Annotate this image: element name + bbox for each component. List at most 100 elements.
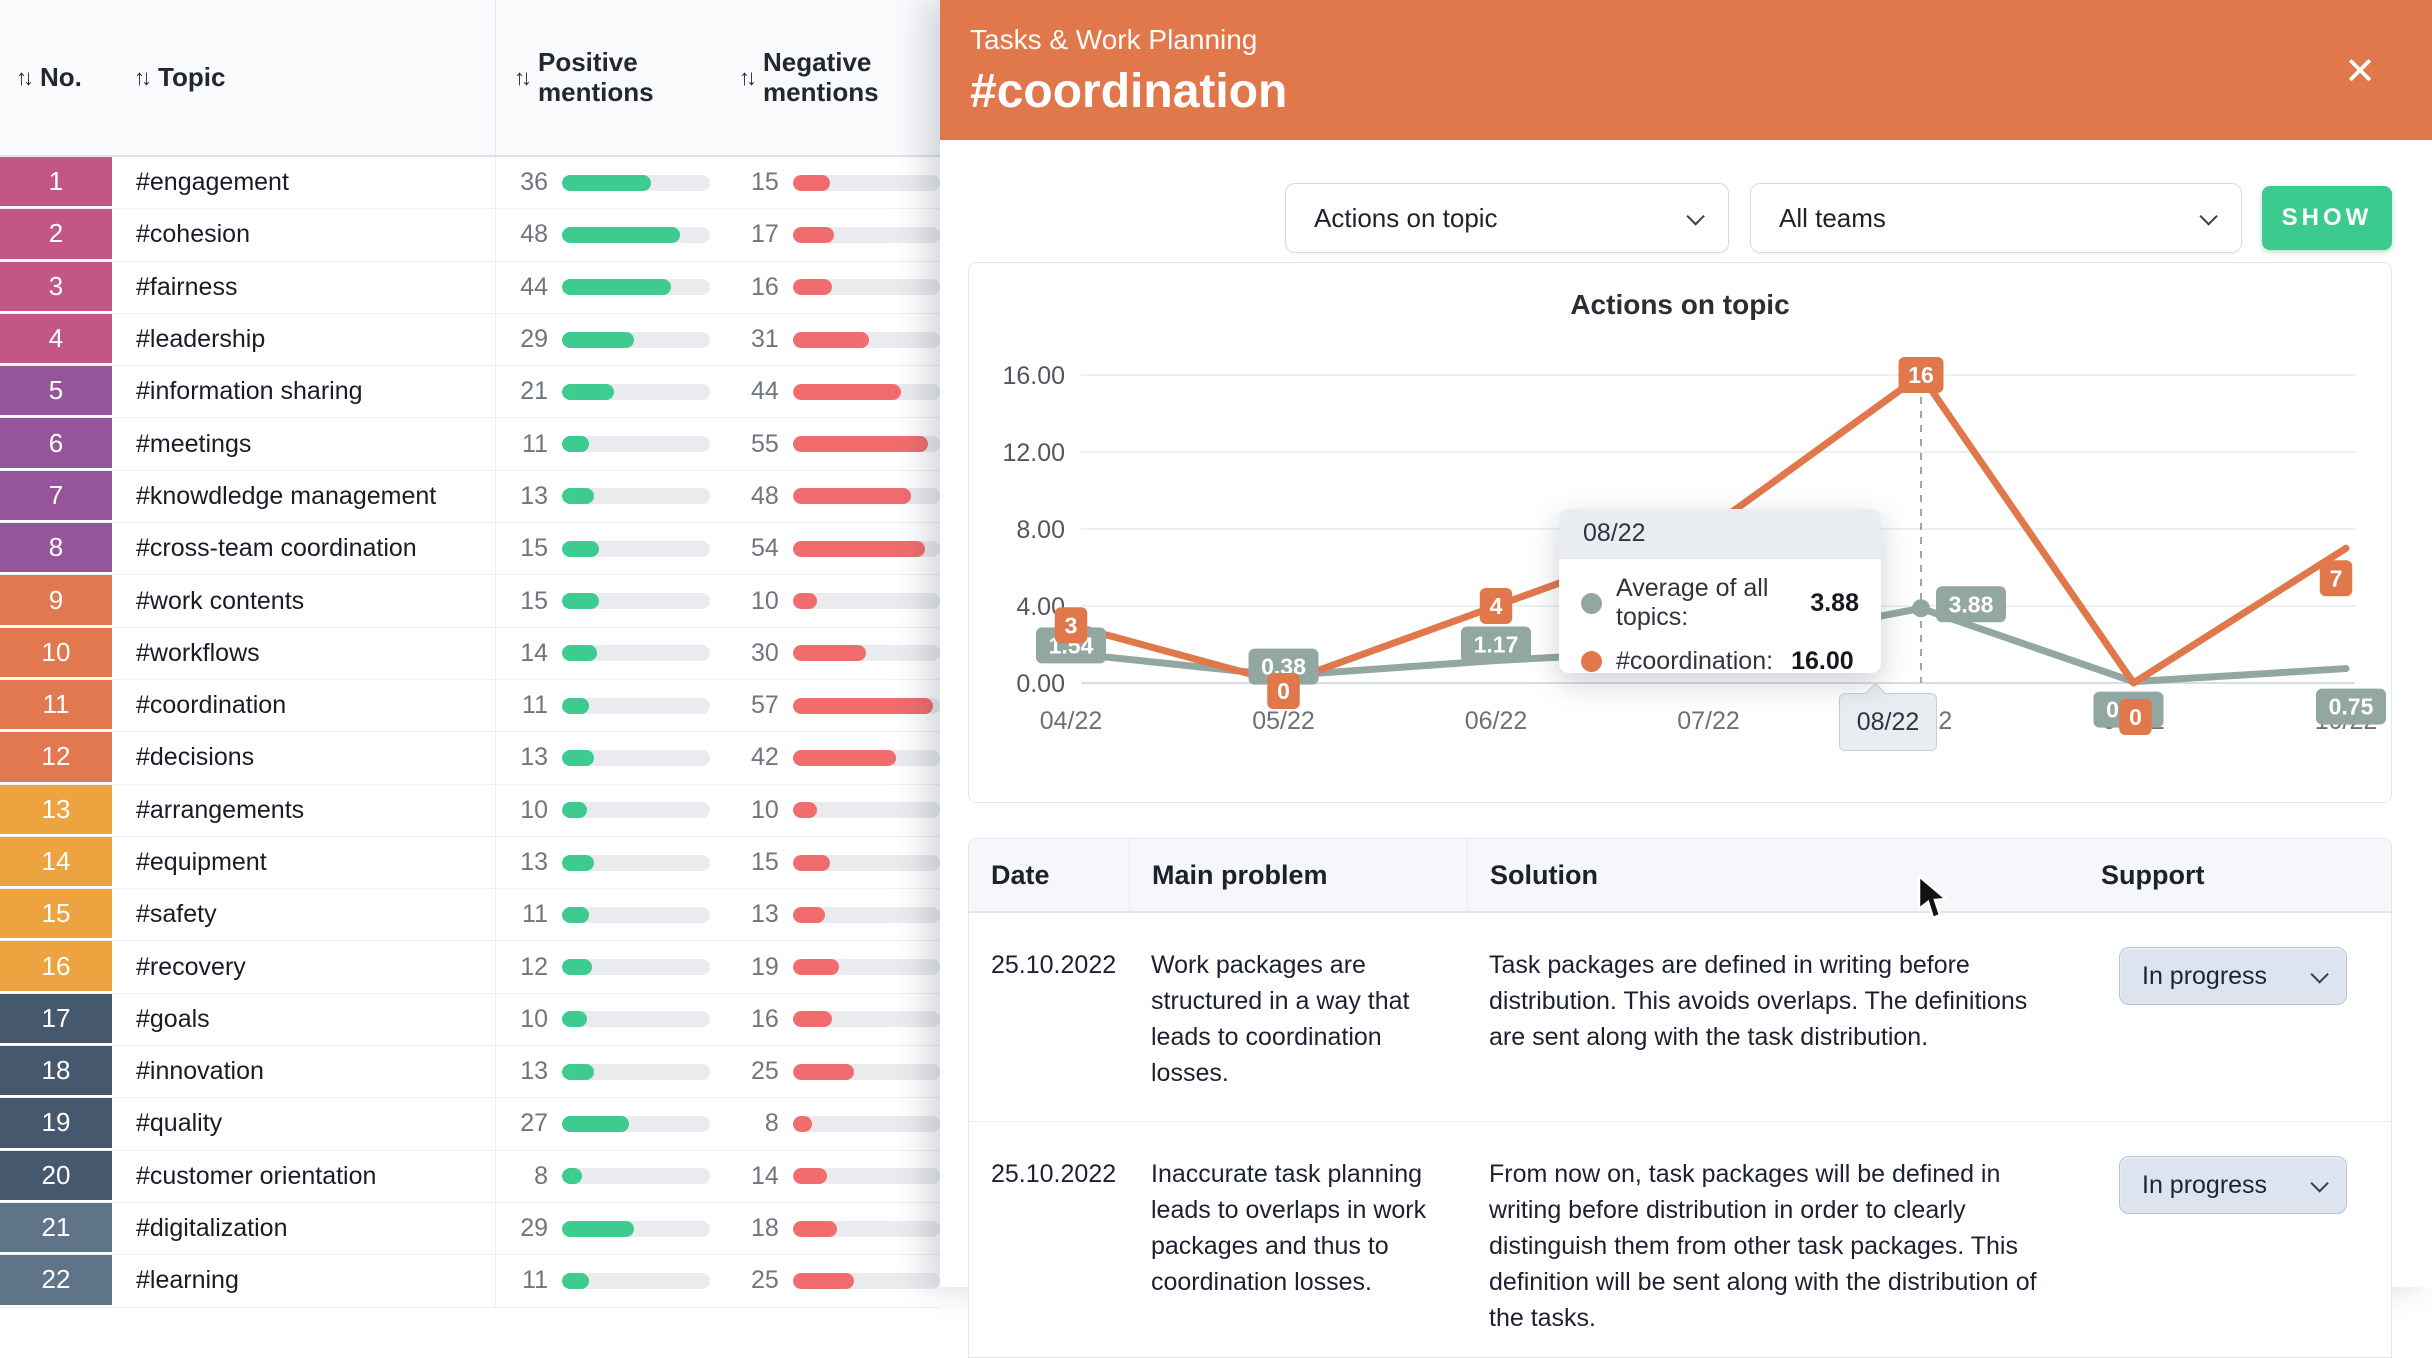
negative-count: 57 <box>750 691 779 720</box>
positive-count: 11 <box>522 1266 548 1295</box>
positive-bar <box>562 1220 710 1237</box>
svg-text:16: 16 <box>1908 362 1934 388</box>
main-problem-text: Work packages are structured in a way th… <box>1151 951 1410 1087</box>
negative-mentions-cell: 54 <box>727 523 940 574</box>
column-header-negative[interactable]: ↑↓ Negative mentions <box>727 0 940 155</box>
positive-bar <box>562 174 710 191</box>
topic-row[interactable]: 18 #innovation 13 25 <box>0 1046 940 1099</box>
support-cell: In progress <box>2079 947 2391 1091</box>
topic-row[interactable]: 9 #work contents 15 10 <box>0 575 940 628</box>
positive-mentions-cell: 44 <box>495 261 727 313</box>
topic-row[interactable]: 1 #engagement 36 15 <box>0 157 940 210</box>
show-button[interactable]: SHOW <box>2262 186 2392 250</box>
topic-row[interactable]: 6 #meetings 11 55 <box>0 418 940 471</box>
topic-name: #arrangements <box>136 795 305 824</box>
negative-bar <box>792 279 940 296</box>
negative-mentions-cell: 14 <box>727 1151 940 1202</box>
topic-name: #innovation <box>136 1057 264 1086</box>
data-label: 0 <box>2119 699 2152 735</box>
column-header-support: Support <box>2101 859 2205 890</box>
sort-icon[interactable]: ↑↓ <box>739 64 757 90</box>
close-icon[interactable]: ✕ <box>2344 51 2376 93</box>
topic-row[interactable]: 19 #quality 27 8 <box>0 1098 940 1151</box>
support-status-dropdown[interactable]: In progress <box>2119 947 2347 1005</box>
negative-bar <box>792 697 940 714</box>
negative-bar <box>792 854 940 871</box>
tooltip-value: 3.88 <box>1810 588 1859 617</box>
negative-bar <box>792 331 940 348</box>
topic-name: #meetings <box>136 429 252 458</box>
negative-mentions-cell: 15 <box>727 837 940 888</box>
topic-name: #workflows <box>136 638 260 667</box>
svg-text:0: 0 <box>2129 704 2142 730</box>
topic-row[interactable]: 10 #workflows 14 30 <box>0 627 940 680</box>
column-header-topic[interactable]: ↑↓ Topic <box>112 62 495 93</box>
topic-row[interactable]: 12 #decisions 13 42 <box>0 732 940 785</box>
topic-row[interactable]: 5 #information sharing 21 44 <box>0 366 940 419</box>
positive-bar <box>562 279 710 296</box>
solution-date: 25.10.2022 <box>991 1160 1117 1188</box>
tooltip-date: 08/22 <box>1559 509 1881 559</box>
topic-row[interactable]: 17 #goals 10 16 <box>0 993 940 1047</box>
negative-count: 54 <box>750 534 779 563</box>
negative-count: 16 <box>750 1004 779 1033</box>
positive-mentions-cell: 27 <box>495 1098 727 1150</box>
column-header-problem: Main problem <box>1129 839 1467 911</box>
svg-text:7: 7 <box>2330 565 2343 591</box>
negative-bar <box>792 959 940 976</box>
topic-row[interactable]: 14 #equipment 13 15 <box>0 836 940 890</box>
topic-row[interactable]: 21 #digitalization 29 18 <box>0 1202 940 1256</box>
topic-row[interactable]: 8 #cross-team coordination 15 54 <box>0 523 940 576</box>
row-number-badge: 17 <box>0 993 112 1046</box>
positive-mentions-cell: 13 <box>495 1046 727 1098</box>
topic-row[interactable]: 3 #fairness 44 16 <box>0 261 940 314</box>
svg-text:12.00: 12.00 <box>1002 439 1065 467</box>
row-number-badge: 15 <box>0 889 112 941</box>
solutions-table-body: 25.10.2022 Work packages are structured i… <box>969 913 2391 1357</box>
topic-name: #work contents <box>136 586 305 615</box>
column-header-date: Date <box>991 859 1050 890</box>
row-number-badge: 6 <box>0 418 112 470</box>
topic-row[interactable]: 20 #customer orientation 8 14 <box>0 1150 940 1203</box>
positive-mentions-cell: 13 <box>495 470 727 523</box>
positive-bar <box>562 540 710 557</box>
topic-row[interactable]: 15 #safety 11 13 <box>0 889 940 942</box>
support-status-dropdown[interactable]: In progress <box>2119 1156 2347 1214</box>
topic-row[interactable]: 16 #recovery 12 19 <box>0 941 940 994</box>
sort-icon[interactable]: ↑↓ <box>134 64 152 90</box>
positive-mentions-cell: 13 <box>495 836 727 889</box>
negative-mentions-cell: 31 <box>727 314 940 365</box>
sort-icon[interactable]: ↑↓ <box>16 64 34 90</box>
topic-name: #engagement <box>136 168 289 197</box>
sort-icon[interactable]: ↑↓ <box>514 64 532 90</box>
positive-bar <box>562 226 710 243</box>
negative-mentions-cell: 10 <box>727 575 940 626</box>
negative-count: 18 <box>750 1214 779 1243</box>
topic-row[interactable]: 11 #coordination 11 57 <box>0 679 940 733</box>
positive-bar <box>562 383 710 400</box>
positive-mentions-cell: 8 <box>495 1150 727 1202</box>
negative-mentions-cell: 18 <box>727 1203 940 1254</box>
topic-row[interactable]: 22 #learning 11 25 <box>0 1255 940 1308</box>
svg-text:3: 3 <box>1065 612 1078 638</box>
topic-row[interactable]: 2 #cohesion 48 17 <box>0 209 940 262</box>
topic-name: #digitalization <box>136 1214 288 1243</box>
tooltip-label: Average of all topics: <box>1616 574 1769 631</box>
positive-mentions-cell: 10 <box>495 993 727 1046</box>
metric-dropdown[interactable]: Actions on topic <box>1285 183 1729 253</box>
negative-bar <box>792 1272 940 1289</box>
data-label: 16 <box>1898 357 1944 393</box>
column-header-positive-label: Positive mentions <box>538 46 654 107</box>
topic-row[interactable]: 4 #leadership 29 31 <box>0 313 940 367</box>
negative-count: 8 <box>764 1109 779 1138</box>
column-header-positive[interactable]: ↑↓ Positive mentions <box>495 0 727 155</box>
team-dropdown-value: All teams <box>1779 202 1886 233</box>
team-dropdown[interactable]: All teams <box>1750 183 2242 253</box>
column-header-no[interactable]: ↑↓ No. <box>0 62 112 93</box>
negative-mentions-cell: 16 <box>727 994 940 1045</box>
topic-row[interactable]: 13 #arrangements 10 10 <box>0 784 940 837</box>
topic-row[interactable]: 7 #knowdledge management 13 48 <box>0 470 940 524</box>
tooltip-row-average: Average of all topics: 3.88 <box>1559 574 1881 632</box>
negative-count: 15 <box>750 848 779 876</box>
